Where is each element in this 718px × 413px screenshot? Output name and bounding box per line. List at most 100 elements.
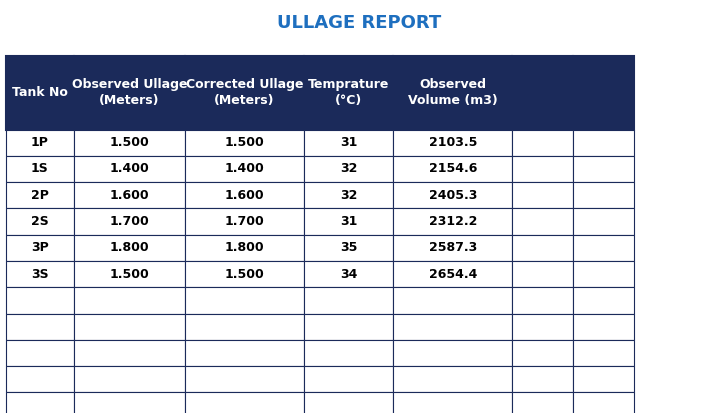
Bar — [512, 313, 573, 340]
Bar — [185, 366, 304, 392]
Bar — [74, 156, 185, 182]
Bar — [393, 130, 512, 156]
Text: 35: 35 — [340, 241, 358, 254]
Text: 2654.4: 2654.4 — [429, 268, 477, 280]
Text: 2P: 2P — [31, 189, 49, 202]
Bar — [304, 340, 393, 366]
Text: 1.500: 1.500 — [110, 136, 149, 149]
Bar — [573, 156, 634, 182]
Bar — [393, 235, 512, 261]
Bar — [304, 313, 393, 340]
Text: 34: 34 — [340, 268, 358, 280]
Bar — [6, 392, 74, 413]
Bar — [512, 366, 573, 392]
Text: 31: 31 — [340, 215, 358, 228]
Bar — [304, 130, 393, 156]
Text: 1.800: 1.800 — [225, 241, 264, 254]
Bar — [393, 209, 512, 235]
Bar — [185, 340, 304, 366]
Bar — [512, 287, 573, 313]
Text: 2587.3: 2587.3 — [429, 241, 477, 254]
Bar — [74, 56, 185, 130]
Text: 1.600: 1.600 — [225, 189, 264, 202]
Bar — [6, 313, 74, 340]
Bar — [74, 209, 185, 235]
Bar — [74, 287, 185, 313]
Text: 1.500: 1.500 — [110, 268, 149, 280]
Text: 2154.6: 2154.6 — [429, 162, 477, 176]
Bar — [304, 182, 393, 209]
Bar — [573, 313, 634, 340]
Text: Tank No: Tank No — [12, 86, 67, 99]
Text: 1.500: 1.500 — [225, 268, 264, 280]
Bar — [304, 235, 393, 261]
Bar — [185, 235, 304, 261]
Text: 2405.3: 2405.3 — [429, 189, 477, 202]
Bar — [6, 287, 74, 313]
Bar — [74, 261, 185, 287]
Bar — [304, 366, 393, 392]
Text: 1.400: 1.400 — [110, 162, 149, 176]
Bar — [393, 287, 512, 313]
Bar — [6, 56, 74, 130]
Bar — [512, 392, 573, 413]
Bar — [304, 156, 393, 182]
Text: 2103.5: 2103.5 — [429, 136, 477, 149]
Bar — [6, 261, 74, 287]
Text: 3S: 3S — [31, 268, 49, 280]
Bar — [393, 313, 512, 340]
Bar — [512, 209, 573, 235]
Bar — [512, 56, 573, 130]
Bar — [185, 156, 304, 182]
Bar — [185, 209, 304, 235]
Text: 1.700: 1.700 — [110, 215, 149, 228]
Bar — [512, 261, 573, 287]
Bar — [74, 182, 185, 209]
Bar — [573, 209, 634, 235]
Bar — [185, 392, 304, 413]
Bar — [573, 366, 634, 392]
Bar — [512, 156, 573, 182]
Bar — [393, 261, 512, 287]
Bar — [573, 340, 634, 366]
Bar — [393, 392, 512, 413]
Bar — [304, 261, 393, 287]
Bar — [393, 366, 512, 392]
Bar — [185, 313, 304, 340]
Bar — [393, 56, 512, 130]
Bar — [512, 235, 573, 261]
Bar — [573, 261, 634, 287]
Bar — [6, 182, 74, 209]
Bar — [304, 287, 393, 313]
Text: Temprature
(°C): Temprature (°C) — [308, 78, 389, 107]
Bar — [185, 287, 304, 313]
Text: 1.800: 1.800 — [110, 241, 149, 254]
Text: 1.700: 1.700 — [225, 215, 264, 228]
Bar — [185, 261, 304, 287]
Text: Corrected Ullage
(Meters): Corrected Ullage (Meters) — [186, 78, 303, 107]
Bar — [573, 287, 634, 313]
Bar — [74, 235, 185, 261]
Bar — [304, 56, 393, 130]
Bar — [74, 340, 185, 366]
Bar — [185, 182, 304, 209]
Bar — [512, 182, 573, 209]
Bar — [393, 340, 512, 366]
Text: 1P: 1P — [31, 136, 49, 149]
Text: 32: 32 — [340, 162, 358, 176]
Text: ULLAGE REPORT: ULLAGE REPORT — [277, 14, 441, 33]
Text: 3P: 3P — [31, 241, 49, 254]
Bar — [512, 130, 573, 156]
Bar — [74, 366, 185, 392]
Text: 1.600: 1.600 — [110, 189, 149, 202]
Text: 1.500: 1.500 — [225, 136, 264, 149]
Bar — [573, 182, 634, 209]
Bar — [74, 313, 185, 340]
Text: Observed Ullage
(Meters): Observed Ullage (Meters) — [72, 78, 187, 107]
Bar — [6, 340, 74, 366]
Bar — [6, 235, 74, 261]
Text: 31: 31 — [340, 136, 358, 149]
Bar — [304, 392, 393, 413]
Text: 2S: 2S — [31, 215, 49, 228]
Bar — [304, 209, 393, 235]
